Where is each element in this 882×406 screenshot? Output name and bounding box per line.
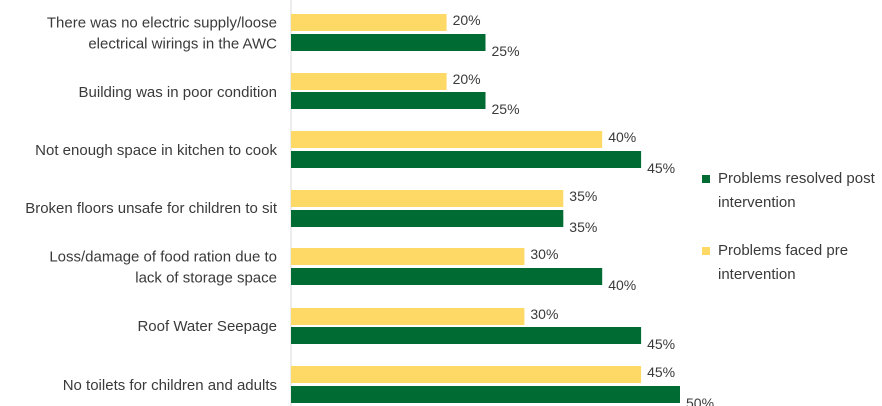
data-label: 40% [608, 129, 636, 145]
category-label: Not enough space in kitchen to cook [35, 142, 277, 159]
data-label: 20% [453, 71, 481, 87]
bar-post-intervention [291, 92, 486, 109]
bar-post-intervention [291, 268, 603, 285]
legend-label: Problems faced pre intervention [718, 242, 848, 283]
data-label: 30% [530, 246, 558, 262]
bar-pre-intervention [291, 73, 447, 90]
bar-post-intervention [291, 210, 564, 227]
bar-pre-intervention [291, 248, 525, 265]
category-label: There was no electric supply/loose electr… [47, 15, 277, 53]
bar-pre-intervention [291, 366, 642, 383]
legend-swatch [702, 175, 710, 183]
legend-label: Problems resolved post intervention [718, 170, 876, 211]
bar-post-intervention [291, 327, 642, 344]
data-labels: 20% 25% 20% 25% 40% 45% 35% 35% 30% 40% 30% 45% 45% 5… [453, 12, 714, 406]
bar-post-intervention [291, 34, 486, 51]
data-label: 45% [647, 336, 675, 352]
bar-post-intervention [291, 151, 642, 168]
category-label: Loss/damage of food ration due to lack of… [49, 249, 277, 287]
bars [291, 14, 680, 403]
data-label: 40% [608, 277, 636, 293]
legend-swatch [702, 247, 710, 255]
data-label: 35% [569, 219, 597, 235]
bar-pre-intervention [291, 308, 525, 325]
data-label: 20% [453, 12, 481, 28]
category-label: No toilets for children and adults [63, 377, 277, 394]
category-label: Roof Water Seepage [137, 318, 277, 335]
data-label: 45% [647, 160, 675, 176]
bar-post-intervention [291, 386, 680, 403]
bar-pre-intervention [291, 190, 564, 207]
bar-pre-intervention [291, 14, 447, 31]
data-label: 25% [492, 101, 520, 117]
data-label: 45% [647, 364, 675, 380]
category-label: Broken floors unsafe for children to sit [25, 200, 278, 217]
legend: Problems resolved post intervention Proble… [702, 170, 876, 283]
data-label: 30% [530, 306, 558, 322]
category-labels: There was no electric supply/loose electr… [25, 15, 278, 395]
bar-pre-intervention [291, 131, 603, 148]
data-label: 25% [492, 43, 520, 59]
data-label: 35% [569, 188, 597, 204]
data-label: 50% [686, 395, 714, 406]
category-label: Building was in poor condition [79, 84, 277, 101]
